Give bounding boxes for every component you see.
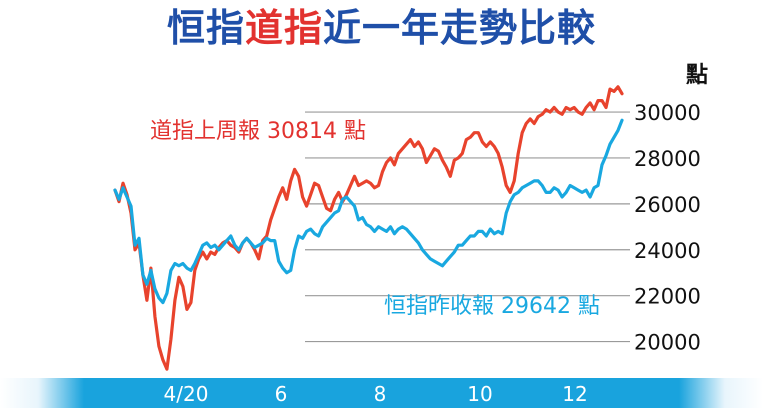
gridlines xyxy=(305,111,630,343)
hsi-series-label: 恒指昨收報 29642 點 xyxy=(384,294,600,319)
dow-line xyxy=(113,85,624,371)
x-tick-label: 8 xyxy=(374,382,387,406)
x-tick-label: 6 xyxy=(275,382,288,406)
y-tick-labels: 20000 22000 24000 26000 28000 30000 xyxy=(634,101,701,355)
y-tick-label: 26000 xyxy=(634,193,701,217)
title-rest: 近一年走勢比較 xyxy=(323,6,597,50)
y-tick-label: 20000 xyxy=(634,331,701,355)
series-lines xyxy=(113,85,624,371)
x-axis-band xyxy=(0,378,763,408)
dow-series-label: 道指上周報 30814 點 xyxy=(150,119,366,144)
title-hsi: 恒指 xyxy=(166,6,245,50)
y-tick-label: 28000 xyxy=(634,147,701,171)
y-axis-unit: 點 xyxy=(686,63,708,88)
y-tick-label: 22000 xyxy=(634,285,701,309)
x-tick-label: 10 xyxy=(467,382,492,406)
chart-title: 恒指道指近一年走勢比較 xyxy=(0,0,763,56)
y-tick-label: 30000 xyxy=(634,101,701,125)
x-tick-labels: 4/20 6 8 10 12 xyxy=(164,382,588,406)
hsi-line xyxy=(113,118,624,305)
y-tick-label: 24000 xyxy=(634,239,701,263)
x-tick-label: 12 xyxy=(562,382,587,406)
x-tick-label: 4/20 xyxy=(164,382,209,406)
title-dow: 道指 xyxy=(244,6,323,50)
